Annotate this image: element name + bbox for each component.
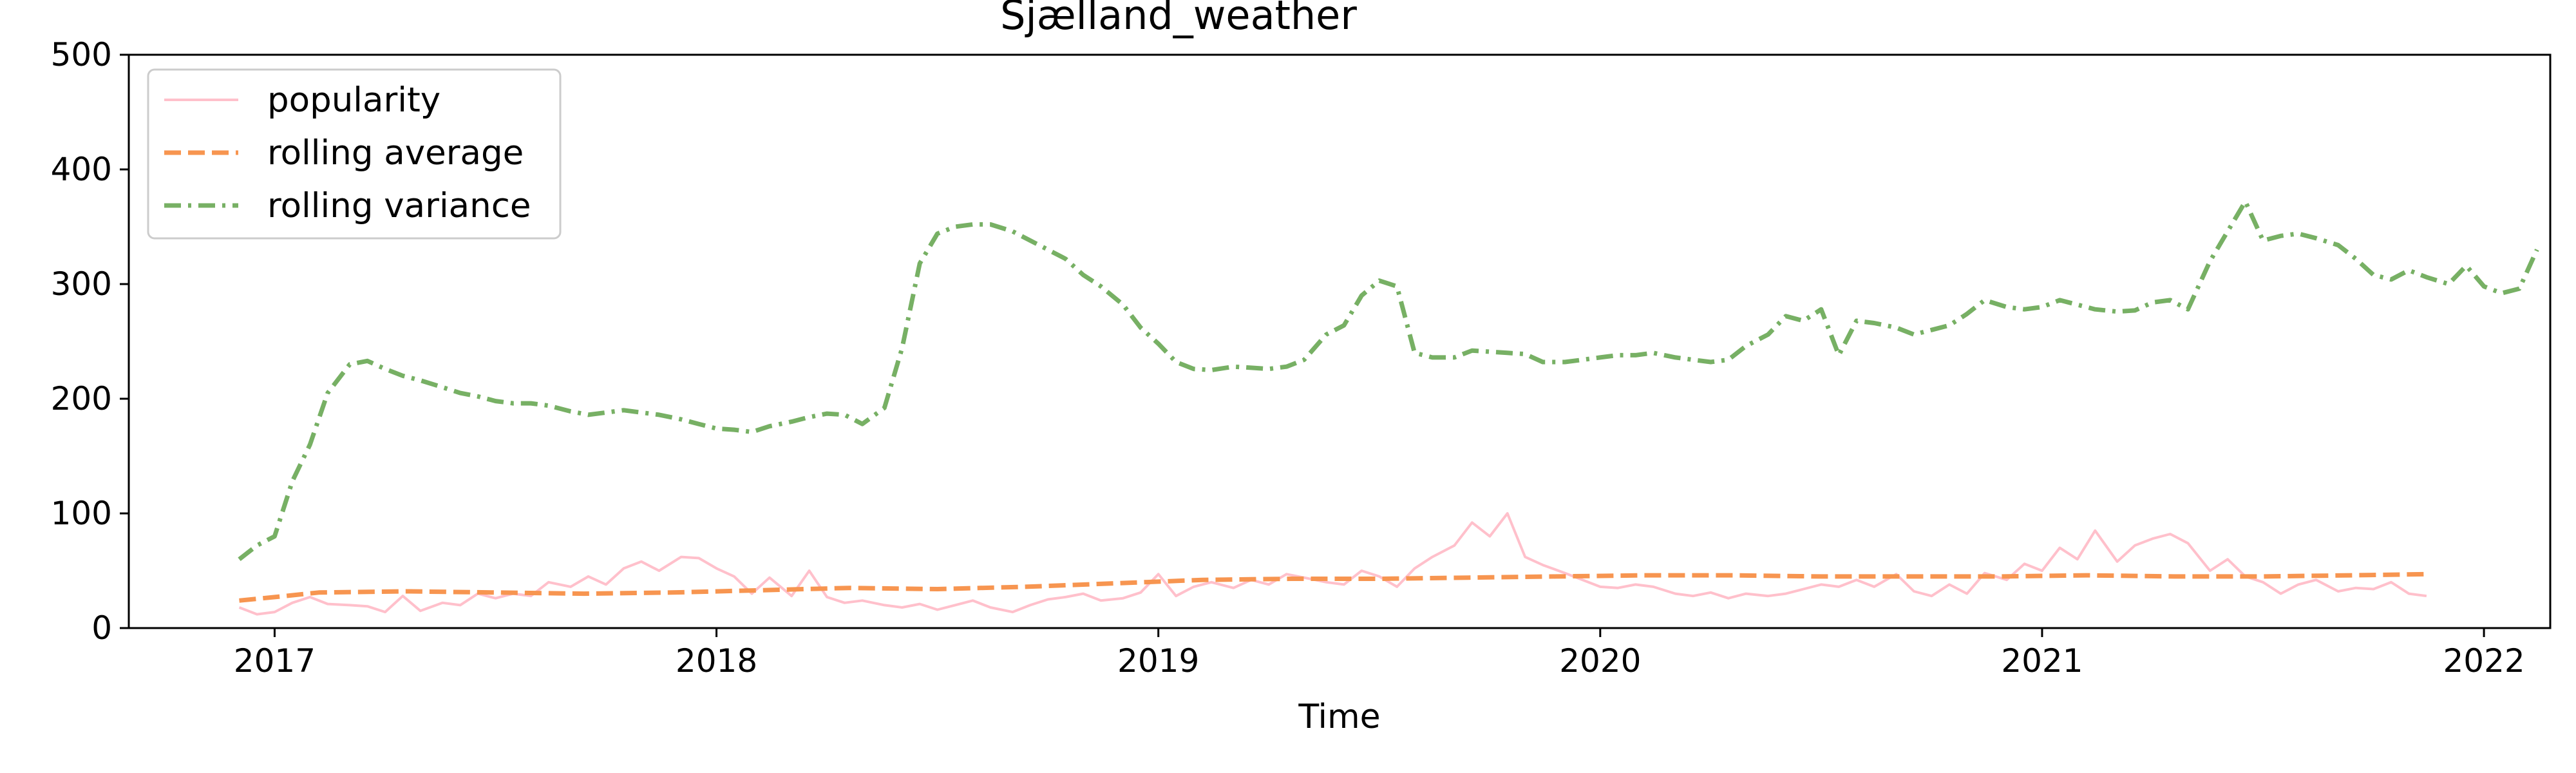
chart-title: Sjælland_weather	[1000, 0, 1357, 39]
legend-label: rolling average	[267, 133, 524, 173]
legend-label: popularity	[267, 81, 440, 120]
x-tick-label: 2018	[676, 642, 757, 680]
x-tick-label: 2017	[234, 642, 316, 680]
y-tick-label: 0	[91, 609, 112, 647]
legend-items: popularity rolling average rolling varianc…	[164, 81, 531, 225]
y-tick-label: 100	[51, 495, 112, 532]
series-line-popularity	[238, 512, 2427, 616]
x-tick-label: 2019	[1117, 642, 1199, 680]
legend: popularity rolling average rolling varianc…	[147, 68, 562, 240]
x-axis-title: Time	[1298, 698, 1380, 736]
y-tick-label: 500	[51, 36, 112, 73]
legend-label: rolling variance	[267, 186, 531, 225]
y-tick-label: 300	[51, 265, 112, 303]
x-axis: 2017 2018 2019 2020 2021 2022	[234, 628, 2525, 680]
series-line-rolling-average	[239, 571, 2427, 603]
y-tick-label: 400	[51, 151, 112, 188]
x-tick-label: 2022	[2443, 642, 2524, 680]
plot-frame	[128, 53, 2552, 629]
series-line-rolling-variance	[238, 199, 2539, 561]
y-tick-label: 200	[51, 380, 112, 417]
legend-box	[147, 68, 562, 240]
y-axis: 0 100 200 300 400 500	[51, 36, 129, 647]
plot-area	[238, 199, 2539, 616]
x-tick-label: 2020	[1559, 642, 1641, 680]
x-tick-label: 2021	[2001, 642, 2083, 680]
